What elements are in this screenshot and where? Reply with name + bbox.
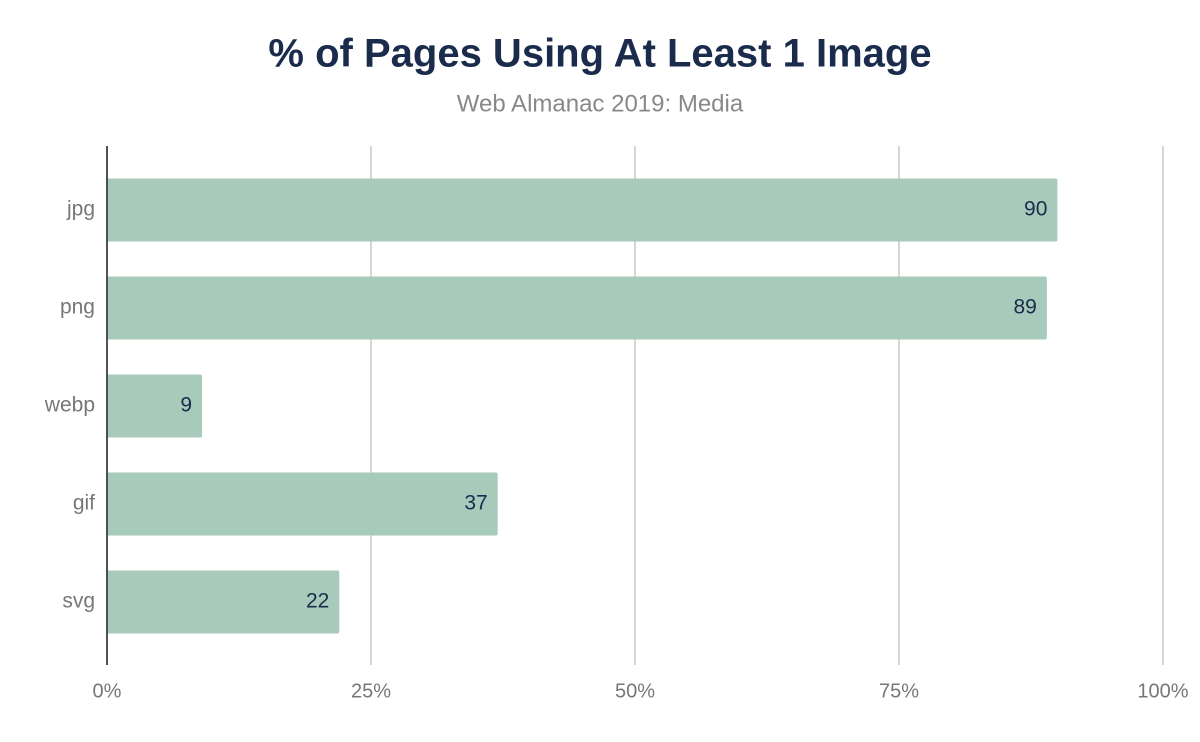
- x-tick-label: 100%: [1137, 680, 1188, 702]
- bar: [107, 276, 1047, 340]
- y-tick-label: svg: [62, 590, 95, 613]
- bar: [107, 472, 498, 536]
- x-tick-label: 50%: [615, 680, 655, 702]
- x-tick-label: 25%: [351, 680, 391, 702]
- y-tick-label: gif: [73, 492, 95, 515]
- x-tick-label: 0%: [93, 680, 122, 702]
- chart-title: % of Pages Using At Least 1 Image: [268, 32, 931, 76]
- y-tick-label: webp: [44, 394, 95, 417]
- value-label: 22: [306, 590, 329, 613]
- chart-subtitle: Web Almanac 2019: Media: [457, 90, 744, 117]
- value-label: 90: [1024, 198, 1047, 221]
- value-label: 9: [180, 394, 192, 417]
- bar: [107, 178, 1058, 242]
- x-tick-label: 75%: [879, 680, 919, 702]
- value-label: 37: [464, 492, 487, 515]
- y-tick-label: jpg: [66, 198, 95, 221]
- bar: [107, 570, 340, 634]
- bar: [107, 374, 203, 438]
- y-tick-label: png: [60, 296, 95, 319]
- value-label: 89: [1013, 296, 1036, 319]
